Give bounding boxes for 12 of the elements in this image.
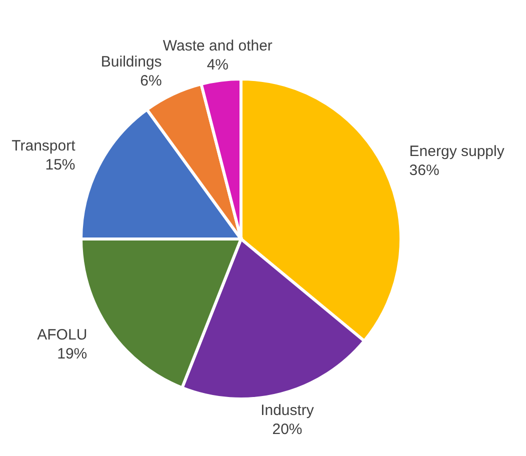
slice-label: Waste and other xyxy=(162,37,272,54)
slice-label: AFOLU xyxy=(37,326,88,344)
slice-label: Buildings xyxy=(100,54,162,71)
slice-label: Industry xyxy=(260,402,314,420)
data-label: 19% xyxy=(57,346,88,363)
slice-label: Transport xyxy=(12,138,76,155)
slice-label: Energy supply xyxy=(409,142,505,160)
data-label: 4% xyxy=(206,56,229,74)
data-label: 15% xyxy=(45,156,76,174)
data-label: 20% xyxy=(272,421,302,438)
data-label: 6% xyxy=(140,72,162,90)
data-label: 36% xyxy=(409,162,440,179)
